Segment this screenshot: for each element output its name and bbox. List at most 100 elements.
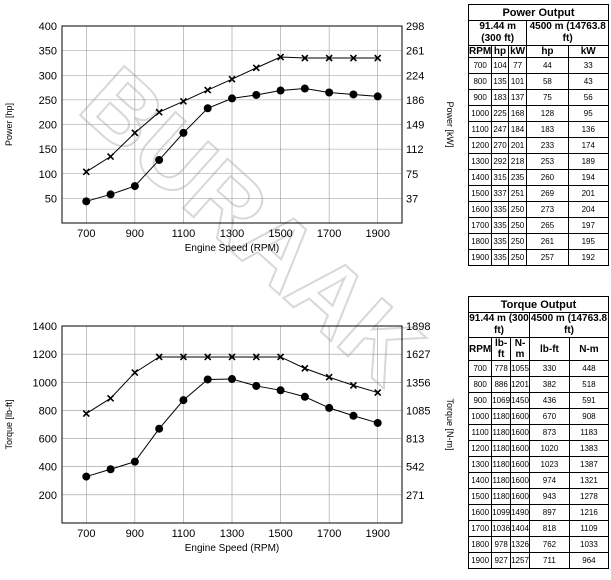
table-cell: 330 bbox=[528, 360, 570, 377]
table-cell: 265 bbox=[526, 217, 569, 234]
data-point-circle-marker bbox=[252, 90, 261, 99]
y-tick-label: 350 bbox=[39, 46, 57, 58]
table-cell: 886 bbox=[491, 376, 512, 393]
table-cell: 1326 bbox=[510, 536, 530, 553]
table-row: 1700 335 250 265 197 bbox=[467, 217, 609, 234]
y2-tick-label: 1356 bbox=[406, 377, 430, 389]
table-cell: 201 bbox=[507, 137, 528, 154]
data-point-x-marker bbox=[107, 394, 115, 402]
table-cell: 335 bbox=[491, 217, 509, 234]
table-cell: 335 bbox=[491, 249, 509, 266]
x-tick-label: 900 bbox=[126, 228, 144, 240]
data-point-x-marker bbox=[374, 54, 382, 62]
table-cell: 269 bbox=[526, 185, 569, 202]
y2-axis-label: Power [kW] bbox=[445, 101, 455, 147]
table-cell: 44 bbox=[526, 57, 569, 74]
data-point-x-marker bbox=[325, 373, 333, 381]
table-cell: 194 bbox=[567, 169, 609, 186]
table-row: 1900 927 1257 711 964 bbox=[467, 552, 610, 569]
table-row: 1600 1099 1490 897 1216 bbox=[467, 504, 610, 521]
table-row: 1400 1180 1600 974 1321 bbox=[467, 472, 610, 489]
table-cell: 1300 bbox=[467, 153, 493, 170]
table-row: 1100 1180 1600 873 1183 bbox=[467, 424, 610, 441]
table-cell: 33 bbox=[567, 57, 609, 74]
table-cell: 1020 bbox=[528, 440, 570, 457]
data-point-x-marker bbox=[155, 353, 163, 361]
table-cell: 1600 bbox=[510, 472, 530, 489]
table-cell: 104 bbox=[491, 57, 509, 74]
table-cell: 1404 bbox=[510, 520, 530, 537]
table-row: 1400 315 235 260 194 bbox=[467, 169, 609, 186]
table-row: 1000 225 168 128 95 bbox=[467, 105, 609, 122]
y2-tick-label: 271 bbox=[406, 490, 424, 502]
data-point-circle-marker bbox=[276, 86, 285, 95]
table-cell: 1216 bbox=[568, 504, 610, 521]
table-cell: 292 bbox=[491, 153, 509, 170]
y2-tick-label: 261 bbox=[406, 46, 424, 58]
table-row: 1700 1036 1404 818 1109 bbox=[467, 520, 610, 537]
data-point-x-marker bbox=[204, 353, 212, 361]
plot-frame bbox=[61, 25, 403, 224]
y-axis-label: Torque [lb-ft] bbox=[4, 399, 14, 449]
table-row: 1900 335 250 257 192 bbox=[467, 249, 609, 266]
data-point-circle-marker bbox=[373, 418, 382, 427]
table-cell: 273 bbox=[526, 201, 569, 218]
table-cell: 1257 bbox=[510, 552, 530, 569]
table-cell: 250 bbox=[507, 249, 528, 266]
table-row: 900 183 137 75 56 bbox=[467, 89, 609, 106]
table-cell: 1100 bbox=[467, 424, 493, 441]
table-cell: 128 bbox=[526, 105, 569, 122]
x-tick-label: 1100 bbox=[172, 528, 196, 540]
y2-tick-label: 1627 bbox=[406, 349, 430, 361]
table-cell: 1180 bbox=[491, 456, 512, 473]
data-point-x-marker bbox=[82, 168, 90, 176]
y-tick-label: 600 bbox=[39, 434, 57, 446]
y2-tick-label: 149 bbox=[406, 120, 424, 132]
table-cell: 900 bbox=[467, 89, 493, 106]
y2-tick-label: 1898 bbox=[406, 321, 430, 333]
table-cell: 1023 bbox=[528, 456, 570, 473]
table-cell: 1400 bbox=[467, 472, 493, 489]
table-cell: 908 bbox=[568, 408, 610, 425]
table-cell: 335 bbox=[491, 201, 509, 218]
data-point-x-marker bbox=[301, 364, 309, 372]
table-cell: 204 bbox=[567, 201, 609, 218]
table-cell: 1000 bbox=[467, 408, 493, 425]
power-table-column-header: kW bbox=[567, 45, 609, 58]
table-cell: 1600 bbox=[510, 440, 530, 457]
data-point-x-marker bbox=[131, 129, 139, 137]
y2-tick-label: 75 bbox=[406, 169, 418, 181]
data-point-x-marker bbox=[277, 353, 285, 361]
data-point-circle-marker bbox=[228, 375, 236, 384]
power-table-group-header: 4500 m (14763.8 ft) bbox=[526, 20, 609, 46]
table-cell: 1900 bbox=[467, 552, 493, 569]
table-cell: 253 bbox=[526, 153, 569, 170]
data-point-x-marker bbox=[252, 64, 260, 72]
table-cell: 1387 bbox=[568, 456, 610, 473]
table-cell: 137 bbox=[507, 89, 528, 106]
table-cell: 1000 bbox=[467, 105, 493, 122]
table-row: 1000 1180 1600 670 908 bbox=[467, 408, 610, 425]
x-tick-label: 1100 bbox=[172, 228, 196, 240]
data-point-x-marker bbox=[325, 54, 333, 62]
table-cell: 1180 bbox=[491, 472, 512, 489]
torque-table-group-header: 91.44 m (300 ft) bbox=[468, 312, 530, 338]
y2-tick-label: 813 bbox=[406, 434, 424, 446]
table-cell: 1180 bbox=[491, 488, 512, 505]
table-cell: 964 bbox=[568, 552, 610, 569]
data-point-circle-marker bbox=[373, 92, 382, 101]
table-cell: 183 bbox=[526, 121, 569, 138]
table-cell: 1069 bbox=[491, 392, 512, 409]
data-point-x-marker bbox=[204, 86, 212, 94]
y-tick-label: 400 bbox=[39, 21, 57, 33]
y2-tick-label: 112 bbox=[406, 144, 424, 156]
table-row: 800 886 1201 382 518 bbox=[467, 376, 610, 393]
y-tick-label: 100 bbox=[39, 169, 57, 181]
data-point-circle-marker bbox=[106, 190, 115, 199]
table-cell: 335 bbox=[491, 233, 509, 250]
table-row: 1300 292 218 253 189 bbox=[467, 153, 609, 170]
table-cell: 1383 bbox=[568, 440, 610, 457]
table-cell: 135 bbox=[491, 73, 509, 90]
data-point-x-marker bbox=[374, 388, 382, 397]
table-row: 800 135 101 58 43 bbox=[467, 73, 609, 90]
